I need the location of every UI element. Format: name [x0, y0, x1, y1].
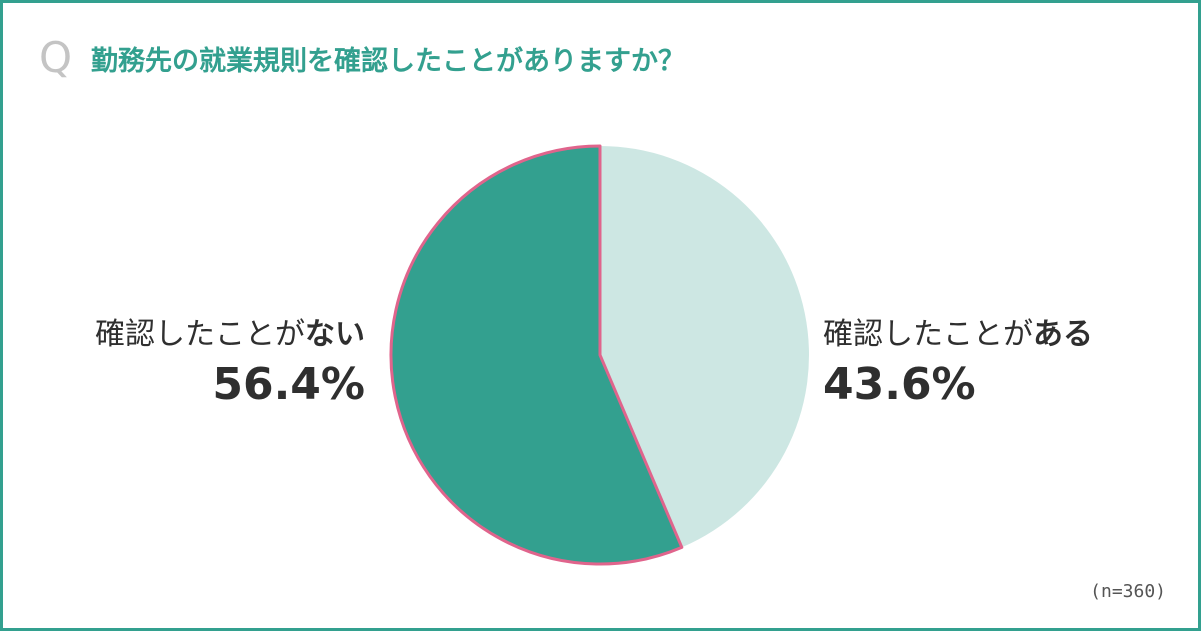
- sample-size: (n=360): [1090, 581, 1166, 602]
- question-marker: Q: [39, 33, 73, 82]
- label-no-text: 確認したことがない: [95, 317, 365, 353]
- pie-slice-yes: [600, 146, 809, 548]
- label-no: 確認したことがない 56.4%: [95, 317, 365, 412]
- label-no-prefix: 確認したことが: [95, 317, 305, 352]
- pie-slice-no: [390, 146, 682, 564]
- chart-title: 勤務先の就業規則を確認したことがありますか？: [91, 46, 685, 77]
- label-yes-prefix: 確認したことが: [823, 317, 1033, 352]
- label-no-percent: 56.4%: [212, 359, 365, 410]
- pie-chart: [389, 144, 809, 566]
- label-yes-text: 確認したことがある: [823, 317, 1093, 353]
- label-yes-percent: 43.6%: [823, 359, 976, 410]
- label-yes: 確認したことがある 43.6%: [823, 317, 1093, 412]
- pie-slice-no-outline: [389, 144, 684, 566]
- label-no-emphasis: ない: [305, 317, 365, 352]
- label-yes-emphasis: ある: [1033, 317, 1093, 352]
